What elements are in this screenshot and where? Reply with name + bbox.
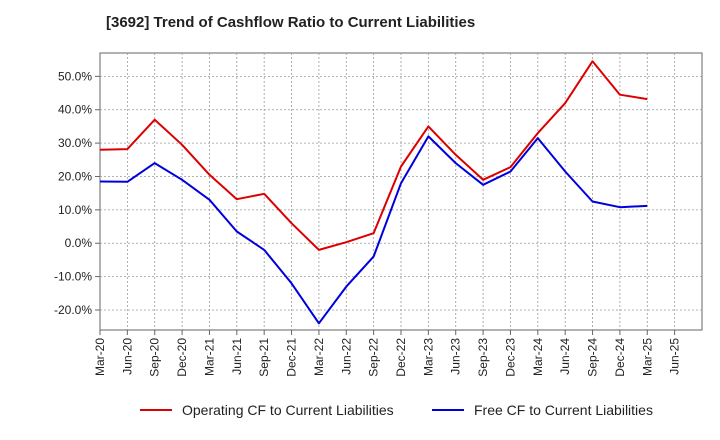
x-tick-label: Sep-22: [367, 338, 381, 377]
series-line-operating-cf: [99, 60, 648, 251]
y-tick-label: 30.0%: [58, 136, 92, 150]
x-tick-label: Sep-24: [586, 338, 600, 377]
y-tick-label: 0.0%: [65, 236, 93, 250]
x-tick-label: Mar-21: [202, 338, 216, 376]
x-tick-label: Mar-24: [531, 338, 545, 376]
legend-item-free: Free CF to Current Liabilities: [432, 402, 653, 418]
y-tick-label: 20.0%: [58, 169, 92, 183]
x-tick-label: Mar-23: [421, 338, 435, 376]
series-lines: [99, 60, 648, 325]
legend-swatch-operating: [140, 409, 172, 411]
y-axis-ticks: -20.0% -10.0% 0.0% 10.0% 20.0% 30.0% 40.0% 50.0…: [54, 69, 100, 317]
legend: Operating CF to Current Liabilities Free…: [0, 402, 720, 426]
x-tick-label: Mar-20: [93, 338, 107, 376]
x-tick-label: Dec-20: [175, 338, 189, 377]
legend-swatch-free: [432, 409, 464, 411]
x-tick-label: Jun-21: [230, 338, 244, 375]
legend-label-operating: Operating CF to Current Liabilities: [182, 402, 394, 418]
series-line-free-cf: [99, 135, 648, 325]
x-tick-label: Dec-22: [394, 338, 408, 377]
y-tick-label: -20.0%: [54, 303, 92, 317]
x-tick-label: Mar-22: [312, 338, 326, 376]
legend-label-free: Free CF to Current Liabilities: [474, 402, 653, 418]
x-tick-label: Sep-23: [476, 338, 490, 377]
x-tick-label: Sep-20: [148, 338, 162, 377]
x-tick-label: Jun-24: [558, 338, 572, 375]
x-tick-label: Jun-23: [449, 338, 463, 375]
legend-item-operating: Operating CF to Current Liabilities: [140, 402, 394, 418]
grid-lines: [100, 53, 702, 330]
x-tick-label: Jun-20: [120, 338, 134, 375]
x-tick-label: Jun-22: [339, 338, 353, 375]
y-tick-label: 50.0%: [58, 69, 92, 83]
x-tick-label: Mar-25: [640, 338, 654, 376]
x-axis-ticks: Mar-20 Jun-20 Sep-20 Dec-20 Mar-21 Jun-21 Sep-…: [93, 330, 682, 377]
plot-area: [99, 52, 703, 331]
y-tick-label: 40.0%: [58, 103, 92, 117]
x-tick-label: Dec-21: [285, 338, 299, 377]
x-tick-label: Sep-21: [257, 338, 271, 377]
chart-title: [3692] Trend of Cashflow Ratio to Curren…: [106, 14, 476, 31]
y-tick-label: -10.0%: [54, 270, 92, 284]
x-tick-label: Jun-25: [668, 338, 682, 375]
x-tick-label: Dec-24: [613, 338, 627, 377]
y-tick-label: 10.0%: [58, 203, 92, 217]
x-tick-label: Dec-23: [503, 338, 517, 377]
